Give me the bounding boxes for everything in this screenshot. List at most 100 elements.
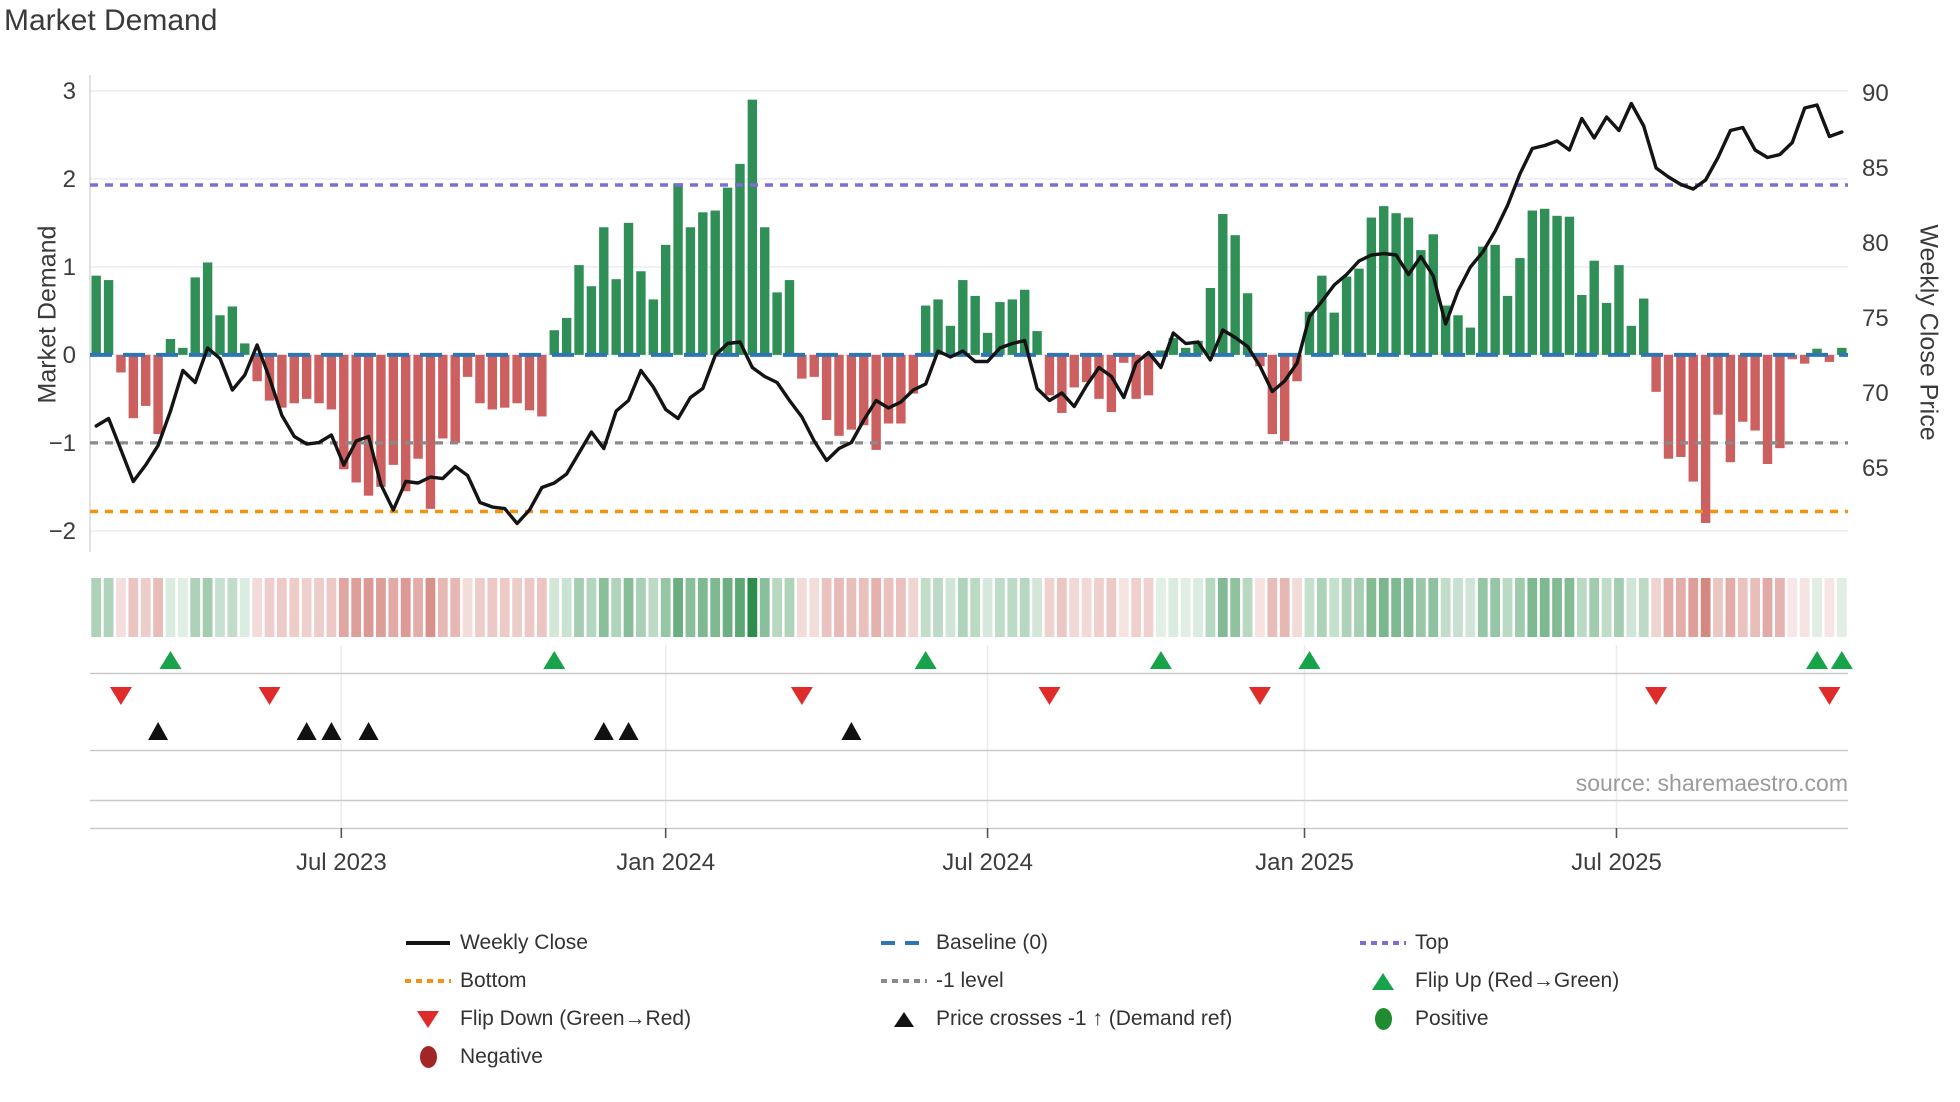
demand-bar bbox=[1676, 354, 1686, 457]
demand-bar bbox=[636, 271, 646, 355]
heatmap-cell bbox=[1193, 578, 1203, 637]
heatmap-cell bbox=[524, 578, 535, 637]
demand-bar bbox=[165, 339, 176, 355]
demand-bar bbox=[1081, 354, 1092, 383]
heatmap-cell bbox=[796, 578, 807, 637]
flip-down-marker bbox=[1645, 687, 1668, 705]
flip-up-marker bbox=[914, 651, 937, 669]
demand-bar bbox=[1614, 265, 1624, 355]
heatmap-cell bbox=[215, 578, 225, 637]
demand-bar bbox=[141, 354, 151, 406]
left-tick-label: 2 bbox=[63, 166, 76, 193]
heatmap-cell bbox=[1032, 578, 1042, 637]
heatmap-cell bbox=[1564, 578, 1575, 637]
minus-one-dotted-icon bbox=[872, 979, 936, 983]
heatmap-cell bbox=[1502, 578, 1513, 637]
heatmap-cell bbox=[611, 578, 622, 637]
heatmap-cell bbox=[1292, 578, 1302, 637]
demand-bar bbox=[945, 325, 956, 355]
heatmap-cell bbox=[1118, 578, 1129, 637]
heatmap-cell bbox=[1775, 578, 1785, 637]
heatmap-cell bbox=[1787, 578, 1798, 637]
demand-bar bbox=[834, 354, 844, 436]
heatmap-cell bbox=[400, 578, 411, 637]
heatmap-cell bbox=[574, 578, 584, 637]
legend-label: Weekly Close bbox=[460, 931, 588, 954]
demand-bar bbox=[660, 244, 671, 355]
demand-bar bbox=[611, 279, 621, 355]
x-tick-label: Jul 2025 bbox=[1571, 849, 1662, 876]
heatmap-cell bbox=[1069, 578, 1080, 637]
heatmap-cell bbox=[140, 578, 151, 637]
legend-top: Top bbox=[1351, 924, 1619, 962]
demand-bar bbox=[1168, 338, 1178, 355]
heatmap-cell bbox=[945, 578, 956, 637]
price-cross-marker bbox=[593, 722, 614, 740]
source-credit: source: sharemaestro.com bbox=[1575, 770, 1848, 796]
demand-bar bbox=[376, 354, 386, 487]
heatmap-cell bbox=[1143, 578, 1154, 637]
price-cross-marker bbox=[296, 722, 317, 740]
heatmap-cell bbox=[1329, 578, 1340, 637]
heatmap-cell bbox=[957, 578, 968, 637]
heatmap-cell bbox=[1180, 578, 1191, 637]
demand-bar bbox=[1193, 340, 1203, 355]
heatmap-cell bbox=[685, 578, 696, 637]
demand-bar bbox=[1539, 208, 1550, 355]
legend-column-1: Weekly Close Bottom Flip Down (Green→Red… bbox=[396, 924, 691, 1076]
heatmap-cell bbox=[982, 578, 993, 637]
demand-bar bbox=[1639, 298, 1649, 355]
demand-bar bbox=[400, 354, 411, 492]
demand-bar bbox=[450, 354, 460, 443]
demand-bar bbox=[1564, 216, 1575, 355]
heatmap-cell bbox=[1700, 578, 1711, 637]
heatmap-cell bbox=[896, 578, 906, 637]
top-dotted-icon bbox=[1351, 941, 1415, 945]
market-demand-chart: 3 2 1 0 −1 −2 90 85 80 75 70 65 Jul 2023 Jan 2024 Jul … bbox=[49, 75, 1889, 876]
flip-up-marker bbox=[1806, 651, 1829, 669]
demand-bar bbox=[1787, 354, 1797, 360]
heatmap-cell bbox=[1638, 578, 1649, 637]
demand-bar bbox=[1032, 331, 1042, 355]
demand-bar bbox=[648, 299, 659, 355]
demand-bar bbox=[1057, 354, 1067, 413]
demand-bar bbox=[821, 354, 832, 420]
heatmap-cell bbox=[1255, 578, 1265, 637]
demand-bar bbox=[1180, 347, 1191, 355]
heatmap-cell bbox=[1156, 578, 1166, 637]
demand-bar bbox=[1824, 354, 1835, 362]
demand-bar bbox=[524, 354, 535, 411]
heatmap-cell bbox=[1465, 578, 1476, 637]
demand-bar bbox=[1292, 354, 1302, 382]
heatmap-cell bbox=[475, 578, 485, 637]
weekly-close-line bbox=[94, 101, 1844, 526]
heatmap-cell bbox=[586, 578, 597, 637]
demand-bar bbox=[128, 354, 139, 419]
heatmap-cell bbox=[623, 578, 634, 637]
heatmap-cell bbox=[1403, 578, 1414, 637]
right-tick-label: 85 bbox=[1862, 155, 1889, 182]
demand-bar bbox=[1799, 354, 1810, 364]
demand-bar bbox=[1143, 354, 1154, 396]
heatmap-cell bbox=[834, 578, 844, 637]
heatmap-cell bbox=[1750, 578, 1761, 637]
heatmap-cell bbox=[326, 578, 337, 637]
left-tick-label: 1 bbox=[63, 254, 76, 281]
demand-bar bbox=[1267, 354, 1278, 435]
demand-bar bbox=[425, 354, 436, 509]
heatmap-cell bbox=[1205, 578, 1216, 637]
flip-up-marker bbox=[1298, 651, 1321, 669]
demand-bar bbox=[1428, 234, 1438, 355]
demand-bar bbox=[1527, 210, 1538, 355]
heatmap-cell bbox=[920, 578, 931, 637]
demand-bar bbox=[314, 354, 324, 404]
demand-bar bbox=[1837, 347, 1847, 355]
demand-bar bbox=[1478, 246, 1488, 355]
heatmap-cell bbox=[450, 578, 461, 637]
right-tick-label: 90 bbox=[1862, 80, 1889, 107]
heatmap-cell bbox=[128, 578, 139, 637]
left-tick-label: −1 bbox=[49, 430, 76, 457]
legend-negative: Negative bbox=[396, 1038, 691, 1076]
demand-bar bbox=[908, 354, 918, 394]
